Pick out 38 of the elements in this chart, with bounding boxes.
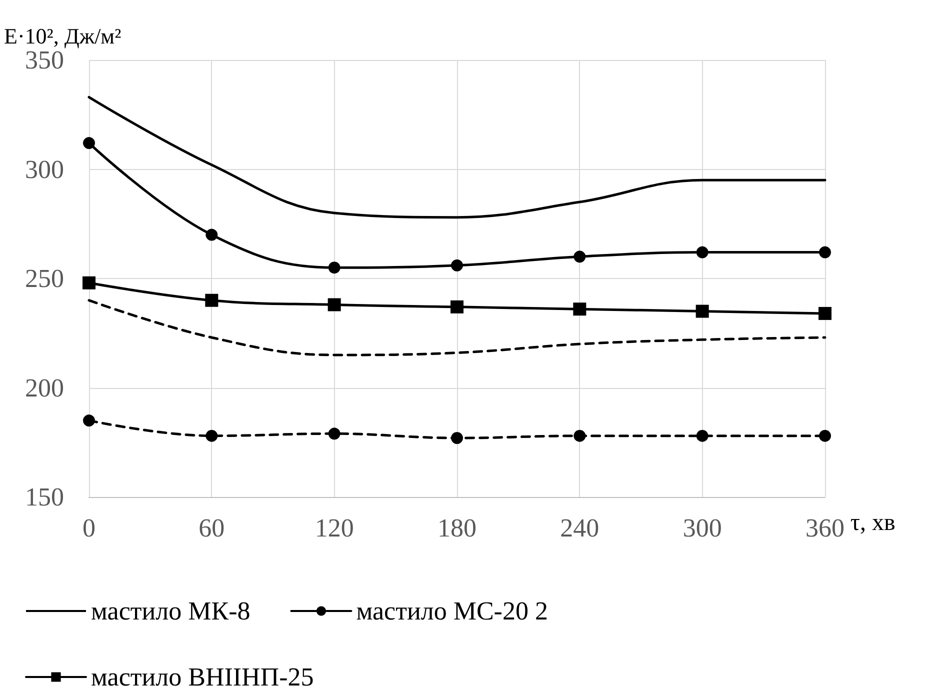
point bbox=[83, 137, 95, 150]
x-tick-label: 360 bbox=[806, 514, 844, 542]
point bbox=[573, 302, 586, 316]
x-tick-label: 60 bbox=[198, 514, 225, 542]
x-axis-title: τ, хв bbox=[850, 510, 896, 536]
y-tick-label: 300 bbox=[25, 154, 64, 184]
x-tick-label: 120 bbox=[314, 514, 354, 542]
point bbox=[451, 259, 463, 272]
point bbox=[818, 306, 832, 320]
point bbox=[328, 298, 341, 312]
point bbox=[696, 430, 708, 442]
x-tick-label: 240 bbox=[560, 514, 600, 542]
y-tick-label: 250 bbox=[25, 264, 64, 293]
point bbox=[574, 430, 586, 442]
x-tick-label: 180 bbox=[438, 514, 476, 542]
point bbox=[819, 246, 831, 258]
point bbox=[819, 430, 831, 442]
point bbox=[450, 300, 464, 314]
point bbox=[451, 432, 463, 444]
y-tick-label: 150 bbox=[25, 482, 64, 512]
point bbox=[206, 430, 218, 442]
legend-label: мастило ВНІІНП-25 bbox=[91, 662, 314, 692]
point bbox=[206, 228, 218, 241]
line-series bbox=[88, 96, 826, 219]
line-series bbox=[88, 299, 826, 356]
y-tick-label: 200 bbox=[25, 373, 64, 402]
legend-label: мастило МС-20 2 bbox=[356, 596, 548, 626]
point bbox=[696, 304, 709, 318]
x-tick-label: 300 bbox=[682, 514, 722, 542]
point bbox=[328, 262, 340, 274]
x-tick-label: 0 bbox=[82, 514, 96, 542]
point bbox=[328, 428, 340, 440]
point bbox=[205, 294, 218, 307]
point bbox=[574, 250, 586, 263]
legend-label: мастило МК-8 bbox=[91, 596, 250, 626]
point bbox=[83, 414, 95, 427]
point bbox=[696, 246, 708, 258]
point bbox=[82, 276, 96, 290]
